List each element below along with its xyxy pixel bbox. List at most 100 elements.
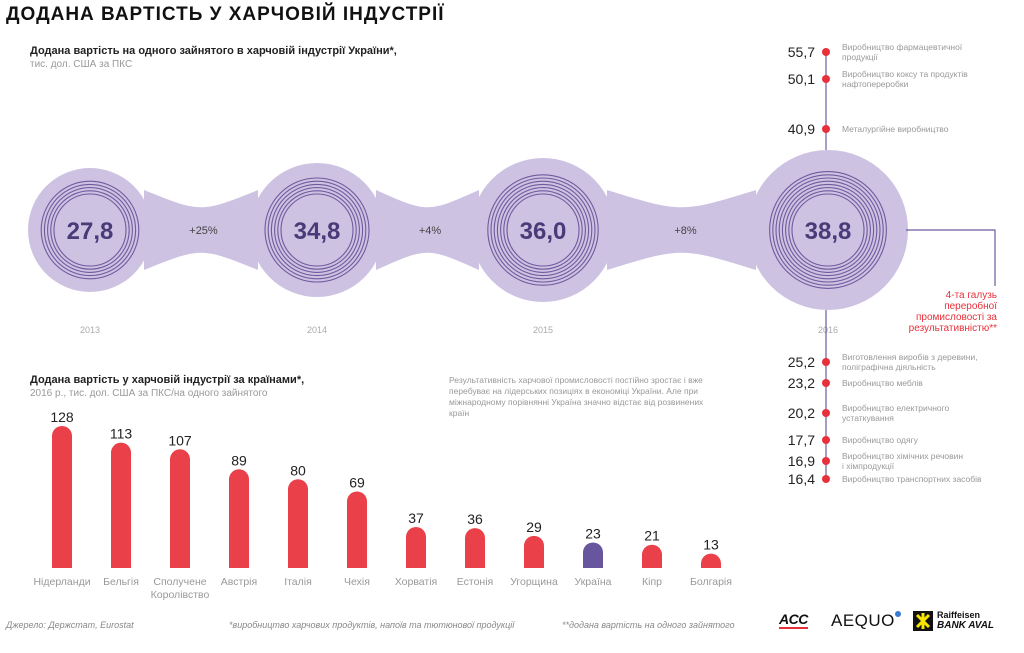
timeline-ring	[267, 180, 367, 280]
bar-category-label: Австрія	[221, 576, 257, 588]
bar-value-label: 80	[290, 462, 306, 478]
bar	[288, 479, 308, 568]
timeline-ring	[775, 177, 881, 283]
ranked-item-label: Виробництво фармацевтичної	[842, 42, 963, 52]
bar-category-label: Італія	[284, 576, 312, 588]
top-chart-title: Додана вартість на одного зайнятого в ха…	[30, 45, 397, 57]
ranked-item-dot	[822, 457, 830, 465]
ranked-item-label: Металургійне виробництво	[842, 124, 949, 134]
callout-text: переробної	[944, 300, 997, 312]
bar-value-label: 23	[585, 525, 601, 541]
callout-text: 4-та галузь	[946, 290, 997, 301]
timeline-bubble-core	[55, 195, 125, 265]
ranked-item-dot	[822, 358, 830, 366]
bar-category-label: Сполучене	[153, 576, 206, 588]
bar-category-label: Болгарія	[690, 576, 732, 588]
timeline-ring	[264, 177, 370, 283]
bar-category-label: Хорватія	[395, 576, 437, 588]
timeline-connector	[144, 190, 258, 270]
ranked-item-value: 23,2	[788, 375, 815, 391]
timeline-value: 34,8	[294, 218, 341, 245]
timeline-ring	[500, 187, 586, 273]
timeline-ring	[769, 171, 887, 289]
timeline-ring	[47, 187, 133, 273]
timeline-ring	[270, 183, 364, 277]
bar-value-label: 36	[467, 511, 483, 527]
footer-source: Джерело: Держстат, Eurostat	[6, 620, 134, 630]
bar	[642, 544, 662, 568]
page-title: ДОДАНА ВАРТІСТЬ У ХАРЧОВІЙ ІНДУСТРІЇ	[6, 4, 445, 25]
bar	[347, 491, 367, 568]
ranked-item-label: поліграфічна діяльність	[842, 362, 936, 372]
aequo-logo: AEQUO	[831, 611, 895, 630]
bar-value-label: 13	[703, 537, 719, 553]
timeline-ring	[43, 183, 137, 277]
ranked-item-dot	[822, 75, 830, 83]
timeline-ring	[274, 187, 360, 273]
timeline-value: 38,8	[805, 218, 852, 245]
timeline-ring	[493, 180, 593, 280]
ranked-item-dot	[822, 125, 830, 133]
timeline-year-label: 2015	[533, 325, 553, 335]
bar	[583, 542, 603, 568]
growth-label: +8%	[674, 225, 697, 237]
ranked-item-label: Виготовлення виробів з деревини,	[842, 352, 978, 362]
bar-category-label: Кіпр	[642, 576, 662, 588]
bar	[406, 526, 426, 568]
bar-category-label: Естонія	[457, 576, 493, 588]
acc-logo: ACC	[779, 611, 808, 629]
ranked-item-label: устаткування	[842, 413, 894, 423]
ranked-item-value: 20,2	[788, 405, 815, 421]
raiffeisen-logo-line1: Raiffeisen	[937, 610, 981, 620]
timeline-ring	[490, 177, 596, 283]
raiffeisen-icon	[913, 611, 933, 631]
growth-label: +4%	[419, 225, 442, 237]
growth-label: +25%	[189, 225, 218, 237]
timeline-ring	[785, 187, 871, 273]
bar	[701, 553, 721, 568]
timeline-ring	[788, 190, 868, 270]
bar	[229, 469, 249, 568]
timeline-ring	[50, 190, 130, 270]
ranked-item-label: і хімпродукції	[842, 461, 895, 471]
timeline-ring	[781, 183, 875, 277]
ranked-item-value: 17,7	[788, 432, 815, 448]
bar-category-label: Угорщина	[510, 576, 558, 588]
bar-value-label: 37	[408, 510, 424, 526]
timeline-value: 36,0	[520, 218, 567, 245]
bar	[170, 449, 190, 568]
timeline-bubble-core	[508, 195, 578, 265]
ranked-item-dot	[822, 409, 830, 417]
timeline-ring	[791, 193, 865, 267]
callout-text: промисловості за	[916, 312, 997, 323]
timeline-ring	[53, 193, 127, 267]
note-text: Результативність харчової промисловості …	[449, 375, 704, 418]
footer-footnote-1: *виробництво харчових продуктів, напоїв …	[229, 620, 515, 630]
timeline-ring	[487, 174, 599, 286]
timeline-connector	[607, 190, 756, 270]
ranked-item-dot	[822, 48, 830, 56]
bar-chart-title: Додана вартість у харчовій індустрії за …	[30, 374, 305, 386]
timeline-year-label: 2016	[818, 325, 838, 335]
callout-text: результативністю**	[909, 323, 997, 334]
ranked-item-label: нафтопереробки	[842, 79, 909, 89]
bar-value-label: 113	[110, 426, 133, 442]
ranked-item-dot	[822, 379, 830, 387]
bar-category-label: Нідерланди	[33, 576, 90, 588]
ranked-item-label: Виробництво одягу	[842, 435, 919, 445]
bar-value-label: 29	[526, 519, 542, 535]
bar-value-label: 89	[231, 452, 247, 468]
bar-category-label: Україна	[574, 576, 611, 588]
bar-value-label: 69	[349, 474, 365, 490]
timeline-ring	[506, 193, 580, 267]
ranked-item-value: 25,2	[788, 354, 815, 370]
timeline-bubble-core	[793, 195, 863, 265]
timeline-ring	[503, 190, 583, 270]
ranked-item-label: продукції	[842, 52, 879, 62]
bar-category-label: Чехія	[344, 576, 370, 588]
bar-value-label: 128	[50, 409, 74, 425]
footer-footnote-2: **додана вартість на одного зайнятого	[562, 620, 735, 630]
top-chart-subtitle: тис. дол. США за ПКС	[30, 59, 133, 70]
bar-value-label: 21	[644, 528, 660, 544]
